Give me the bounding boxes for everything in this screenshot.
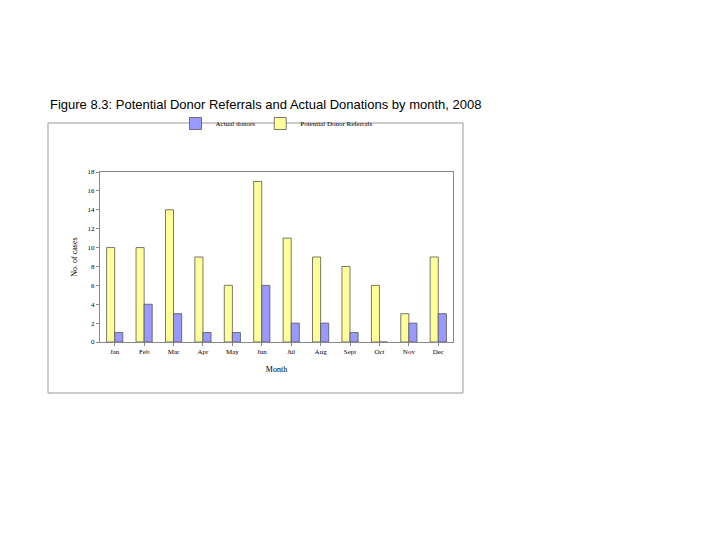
svg-text:Mar: Mar bbox=[168, 348, 180, 356]
svg-text:Jun: Jun bbox=[257, 348, 267, 356]
svg-text:Aug: Aug bbox=[315, 348, 328, 356]
svg-text:Month: Month bbox=[266, 365, 287, 374]
svg-text:12: 12 bbox=[88, 225, 96, 233]
svg-text:Dec: Dec bbox=[433, 348, 444, 356]
svg-text:Actual donors: Actual donors bbox=[216, 120, 256, 128]
svg-text:Nov: Nov bbox=[403, 348, 416, 356]
svg-text:Jan: Jan bbox=[110, 348, 120, 356]
svg-text:14: 14 bbox=[88, 206, 96, 214]
svg-text:2: 2 bbox=[91, 320, 95, 328]
svg-text:8: 8 bbox=[91, 263, 95, 271]
svg-text:No. of cases: No. of cases bbox=[70, 237, 79, 276]
svg-text:10: 10 bbox=[88, 244, 96, 252]
svg-text:18: 18 bbox=[88, 168, 96, 176]
svg-text:Potential Donor Referrals: Potential Donor Referrals bbox=[300, 120, 372, 128]
svg-text:Oct: Oct bbox=[374, 348, 384, 356]
svg-text:16: 16 bbox=[88, 187, 96, 195]
svg-text:4: 4 bbox=[91, 301, 95, 309]
svg-text:0: 0 bbox=[91, 338, 95, 346]
svg-text:Apr: Apr bbox=[198, 348, 210, 356]
svg-text:Feb: Feb bbox=[139, 348, 150, 356]
svg-text:May: May bbox=[226, 348, 239, 356]
svg-text:Sept: Sept bbox=[344, 348, 357, 356]
svg-text:Jul: Jul bbox=[287, 348, 295, 356]
svg-text:6: 6 bbox=[91, 282, 95, 290]
svg-text:Figure 8.3: Potential Donor Re: Figure 8.3: Potential Donor Referrals an… bbox=[50, 97, 481, 112]
